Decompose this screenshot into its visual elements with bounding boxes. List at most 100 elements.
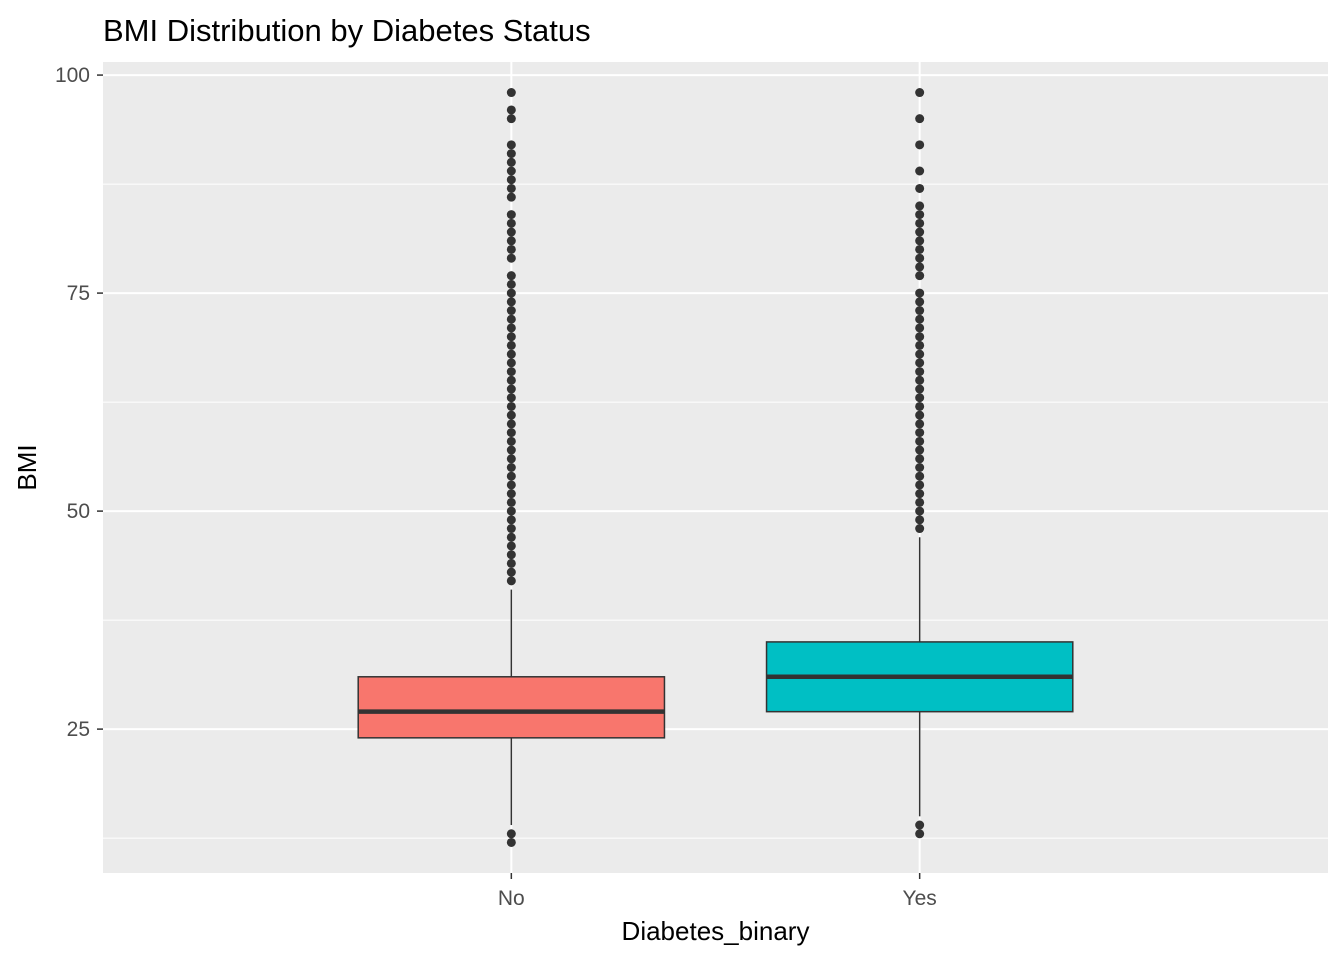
outlier-point bbox=[506, 149, 516, 159]
outlier-point bbox=[506, 463, 516, 472]
outlier-point bbox=[915, 210, 925, 220]
outlier-point bbox=[506, 166, 516, 176]
outlier-point bbox=[915, 183, 925, 193]
outlier-point bbox=[506, 393, 516, 403]
x-tick-label: Yes bbox=[903, 887, 937, 910]
outlier-point bbox=[506, 515, 516, 525]
y-tick-label: 25 bbox=[67, 718, 90, 741]
outlier-point bbox=[915, 497, 925, 507]
outlier-point bbox=[915, 829, 925, 839]
y-tick-label: 75 bbox=[67, 282, 90, 305]
outlier-point bbox=[506, 506, 516, 516]
outlier-point bbox=[915, 262, 925, 272]
outlier-point bbox=[915, 323, 925, 333]
outlier-point bbox=[506, 105, 516, 115]
outlier-point bbox=[915, 253, 925, 263]
outlier-point bbox=[506, 157, 516, 167]
outlier-point bbox=[915, 428, 925, 438]
outlier-point bbox=[506, 358, 516, 368]
outlier-point bbox=[506, 175, 516, 185]
outlier-point bbox=[506, 114, 516, 124]
outlier-point bbox=[506, 297, 516, 307]
outlier-point bbox=[915, 820, 925, 830]
outlier-point bbox=[506, 837, 516, 847]
outlier-point bbox=[506, 88, 516, 98]
outlier-point bbox=[915, 314, 925, 324]
outlier-point bbox=[506, 401, 516, 411]
outlier-point bbox=[915, 506, 925, 516]
outlier-point bbox=[506, 471, 516, 481]
outlier-point bbox=[915, 332, 925, 342]
outlier-point bbox=[506, 332, 516, 342]
outlier-point bbox=[506, 279, 516, 289]
x-tick-label: No bbox=[498, 887, 525, 910]
y-axis: 25 50 75 100 bbox=[55, 64, 103, 741]
outlier-point bbox=[506, 445, 516, 455]
outlier-point bbox=[506, 227, 516, 237]
outlier-point bbox=[915, 340, 925, 350]
outlier-point bbox=[506, 524, 516, 534]
outlier-point bbox=[506, 576, 516, 586]
outlier-point bbox=[506, 550, 516, 560]
outlier-point bbox=[506, 210, 516, 220]
outlier-point bbox=[915, 166, 925, 176]
outlier-point bbox=[506, 288, 516, 298]
outlier-point bbox=[506, 218, 516, 228]
outlier-point bbox=[915, 297, 925, 307]
outlier-point bbox=[506, 480, 516, 490]
outlier-point bbox=[506, 532, 516, 542]
outlier-point bbox=[506, 419, 516, 429]
outlier-point bbox=[506, 349, 516, 359]
outlier-point bbox=[506, 306, 516, 316]
outlier-point bbox=[915, 349, 925, 359]
outlier-point bbox=[915, 480, 925, 490]
outlier-point bbox=[915, 244, 925, 254]
outlier-point bbox=[506, 436, 516, 446]
outlier-point bbox=[915, 384, 925, 394]
outlier-point bbox=[506, 541, 516, 551]
outlier-point bbox=[915, 271, 925, 281]
outlier-point bbox=[506, 375, 516, 385]
y-tick-label: 50 bbox=[67, 500, 90, 523]
outlier-point bbox=[915, 445, 925, 455]
outlier-point bbox=[915, 114, 925, 124]
box-yes bbox=[765, 88, 1074, 839]
outlier-point bbox=[915, 393, 925, 403]
minor-gridlines bbox=[103, 183, 1328, 839]
outlier-point bbox=[506, 384, 516, 394]
x-axis-title: Diabetes_binary bbox=[622, 916, 810, 946]
outlier-point bbox=[915, 471, 925, 481]
outlier-point bbox=[506, 410, 516, 420]
outlier-point bbox=[915, 489, 925, 499]
outlier-point bbox=[506, 454, 516, 464]
outlier-point bbox=[506, 244, 516, 254]
outlier-point bbox=[915, 463, 925, 472]
box-no bbox=[357, 88, 666, 847]
outlier-point bbox=[506, 323, 516, 333]
outlier-point bbox=[915, 88, 925, 98]
outlier-point bbox=[915, 454, 925, 464]
outlier-point bbox=[506, 829, 516, 839]
outlier-point bbox=[506, 567, 516, 577]
outlier-point bbox=[506, 367, 516, 377]
box-iqr bbox=[357, 676, 666, 739]
outlier-point bbox=[915, 419, 925, 429]
x-axis: No Yes bbox=[498, 873, 937, 910]
outlier-point bbox=[506, 140, 516, 150]
outlier-point bbox=[506, 497, 516, 507]
outlier-point bbox=[915, 306, 925, 316]
outlier-point bbox=[506, 558, 516, 568]
chart-title: BMI Distribution by Diabetes Status bbox=[103, 13, 591, 48]
outlier-point bbox=[915, 236, 925, 246]
outlier-point bbox=[915, 524, 925, 534]
outlier-point bbox=[915, 375, 925, 385]
box-series bbox=[357, 88, 1074, 847]
outlier-point bbox=[915, 358, 925, 368]
outlier-point bbox=[915, 515, 925, 525]
outlier-point bbox=[506, 340, 516, 350]
outlier-point bbox=[915, 288, 925, 298]
outlier-point bbox=[915, 218, 925, 228]
outlier-point bbox=[915, 367, 925, 377]
outlier-point bbox=[915, 410, 925, 420]
y-tick-label: 100 bbox=[55, 64, 90, 87]
